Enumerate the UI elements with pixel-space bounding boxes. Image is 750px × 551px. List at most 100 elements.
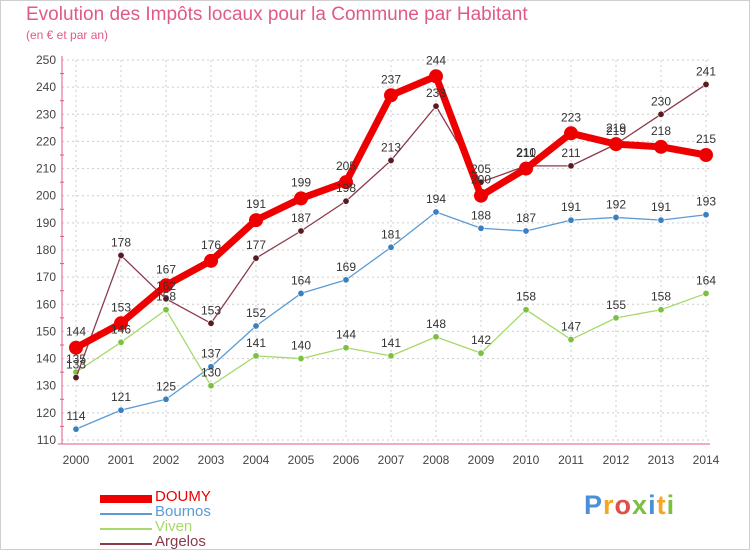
point-viven [162, 306, 170, 314]
data-label-argelos: 187 [291, 211, 311, 225]
logo-letter: i [648, 490, 657, 520]
data-label-doumy: 205 [336, 159, 356, 173]
x-tick-label: 2007 [378, 453, 405, 467]
data-label-argelos: 178 [111, 235, 131, 249]
point-viven [342, 344, 350, 352]
x-tick-label: 2011 [558, 453, 584, 467]
data-label-argelos: 205 [471, 162, 491, 176]
data-label-viven: 141 [381, 336, 401, 350]
point-doumy [429, 69, 443, 84]
data-label-bournos: 193 [696, 195, 716, 209]
point-bournos [477, 224, 485, 232]
point-doumy [519, 161, 533, 176]
axes: 110 120 130 140 150 160 170 180 190 200 210 220 230 2… [36, 53, 720, 467]
x-tick-label: 2012 [603, 453, 630, 467]
chart-title: Evolution des Impôts locaux pour la Comm… [26, 4, 528, 25]
x-tick-label: 2006 [333, 453, 360, 467]
data-label-viven: 147 [561, 320, 581, 334]
y-tick-label: 160 [36, 297, 56, 311]
data-label-doumy: 191 [246, 197, 266, 211]
data-label-doumy: 223 [561, 110, 581, 124]
data-label-bournos: 152 [246, 306, 266, 320]
point-bournos [612, 213, 620, 221]
data-label-viven: 140 [291, 339, 311, 353]
series-lines [69, 69, 713, 433]
point-argelos [657, 110, 665, 118]
point-argelos [72, 374, 80, 382]
logo-letter: P [584, 490, 604, 520]
x-tick-label: 2001 [108, 453, 135, 467]
data-label-bournos: 125 [156, 379, 176, 393]
data-label-bournos: 121 [111, 390, 131, 404]
data-label-doumy: 210 [516, 146, 536, 160]
point-viven [207, 382, 215, 390]
y-tick-label: 150 [36, 324, 56, 338]
data-label-viven: 148 [426, 317, 446, 331]
y-tick-label: 110 [37, 433, 56, 447]
data-label-argelos: 211 [561, 146, 580, 160]
logo-letter: o [614, 490, 633, 520]
point-bournos [252, 322, 260, 330]
data-label-doumy: 199 [291, 175, 311, 189]
x-tick-label: 2002 [153, 453, 180, 467]
data-label-argelos: 153 [201, 303, 221, 317]
point-bournos [297, 289, 305, 297]
point-viven [477, 349, 485, 357]
point-argelos [252, 254, 260, 262]
data-label-viven: 135 [66, 352, 86, 366]
point-bournos [207, 363, 215, 371]
data-label-viven: 146 [111, 322, 131, 336]
x-tick-label: 2000 [63, 453, 90, 467]
data-label-bournos: 181 [381, 227, 401, 241]
point-doumy [69, 340, 83, 355]
point-viven [387, 352, 395, 360]
x-tick-label: 2008 [423, 453, 450, 467]
point-doumy [654, 139, 668, 154]
data-label-viven: 164 [696, 273, 716, 287]
x-tick-label: 2009 [468, 453, 495, 467]
point-bournos [702, 211, 710, 219]
logo-letter: i [666, 490, 676, 520]
point-argelos [342, 197, 350, 205]
data-label-argelos: 233 [426, 86, 446, 100]
data-label-argelos: 133 [66, 358, 86, 372]
y-tick-label: 210 [36, 162, 56, 176]
data-label-viven: 158 [156, 290, 176, 304]
data-label-doumy: 244 [426, 53, 446, 67]
data-label-argelos: 162 [156, 279, 176, 293]
data-label-bournos: 191 [561, 200, 581, 214]
y-tick-label: 220 [36, 134, 56, 148]
y-tick-label: 250 [36, 53, 56, 67]
point-bournos [567, 216, 575, 224]
point-bournos [657, 216, 665, 224]
y-tick-label: 180 [36, 243, 56, 257]
point-bournos [342, 276, 350, 284]
point-bournos [432, 208, 440, 216]
data-label-doumy: 219 [606, 121, 626, 135]
data-label-viven: 130 [201, 366, 221, 380]
y-tick-label: 130 [36, 379, 56, 393]
legend-swatch [100, 543, 152, 545]
data-label-bournos: 169 [336, 260, 356, 274]
legend-swatch [100, 495, 152, 503]
x-tick-label: 2014 [693, 453, 720, 467]
data-label-argelos: 211 [516, 146, 535, 160]
point-doumy [114, 316, 128, 331]
y-tick-label: 170 [36, 270, 56, 284]
point-argelos [702, 80, 710, 88]
point-doumy [339, 175, 353, 190]
data-label-bournos: 194 [426, 192, 446, 206]
data-label-argelos: 213 [381, 140, 401, 154]
point-viven [297, 355, 305, 363]
point-doumy [474, 188, 488, 203]
point-argelos [387, 156, 395, 164]
legend-label: Viven [155, 518, 193, 535]
point-viven [702, 289, 710, 297]
point-viven [612, 314, 620, 322]
point-viven [657, 306, 665, 314]
logo-letter: x [632, 490, 649, 520]
x-tick-label: 2003 [198, 453, 225, 467]
data-label-doumy: 153 [111, 300, 131, 314]
legend-swatch [100, 528, 152, 530]
point-viven [432, 333, 440, 341]
